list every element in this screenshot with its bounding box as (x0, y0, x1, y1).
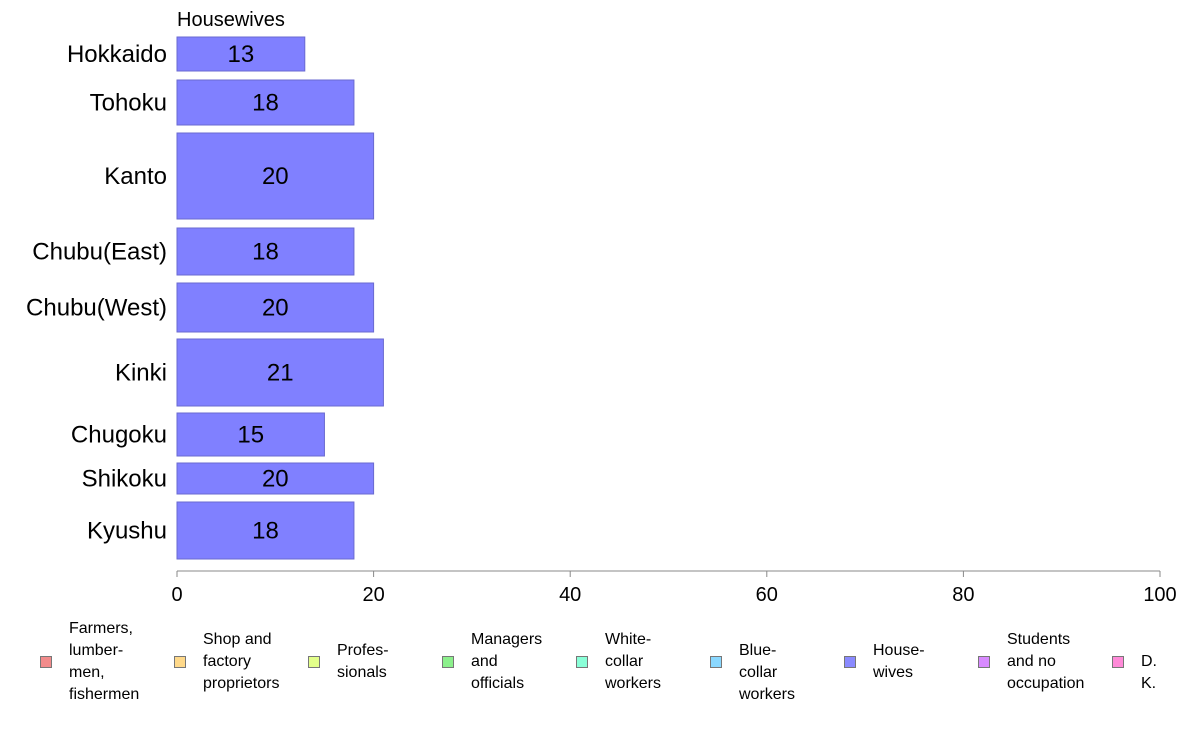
legend-swatch (576, 656, 588, 668)
bar-value-label: 20 (262, 163, 289, 190)
x-tick-label: 100 (1143, 584, 1176, 606)
bar (176, 412, 325, 457)
legend-swatch (1112, 656, 1124, 668)
bar (176, 132, 375, 220)
bar-value-label: 20 (262, 466, 289, 493)
x-tick-label: 80 (952, 584, 974, 606)
bar-value-label: 15 (237, 422, 264, 449)
bar-value-label: 18 (252, 90, 279, 117)
category-label: Kinki (115, 360, 167, 387)
category-label: Kyushu (87, 518, 167, 545)
x-axis: 0 20 40 60 80 100 (171, 570, 1177, 606)
legend-label: Farmers, lumber- men, fishermen (69, 620, 140, 703)
bars-group: Hokkaido 13 Tohoku 18 Kanto 20 Chubu(East) 18 Ch… (26, 36, 384, 560)
legend-swatch (978, 656, 990, 668)
legend-label: Profes- sionals (337, 642, 389, 681)
bar (176, 501, 355, 560)
bar (176, 462, 375, 495)
bar-value-label: 18 (252, 239, 279, 266)
legend-label: D. K. (1141, 653, 1157, 692)
bar-value-label: 20 (262, 295, 289, 322)
chart-title: Housewives (177, 9, 285, 31)
legend-label: Students and no occupation (1007, 631, 1085, 692)
legend-label: Shop and factory proprietors (203, 631, 280, 692)
legend-label: Blue-collar workers (739, 642, 796, 703)
legend: Farmers, lumber- men, fishermen Shop and … (0, 618, 1188, 728)
bar-value-label: 13 (228, 41, 255, 68)
legend-swatch (844, 656, 856, 668)
legend-label: House- wives (873, 642, 925, 681)
x-tick-label: 0 (171, 584, 182, 606)
legend-swatch (40, 656, 52, 668)
x-tick-label: 20 (362, 584, 384, 606)
legend-swatch (442, 656, 454, 668)
bar (176, 338, 384, 407)
category-label: Chubu(East) (32, 239, 167, 266)
legend-label: Managers and officials (471, 631, 543, 692)
category-label: Shikoku (82, 466, 167, 493)
bar-value-label: 21 (267, 360, 294, 387)
legend-label: White- collar workers (605, 631, 662, 692)
legend-swatch (308, 656, 320, 668)
x-tick-label: 60 (756, 584, 778, 606)
bar-chart: Housewives Hokkaido 13 Tohoku 18 Kanto 20 Chub… (26, 9, 1177, 606)
category-label: Chugoku (71, 422, 167, 449)
category-label: Tohoku (90, 90, 167, 117)
bar-value-label: 18 (252, 518, 279, 545)
category-label: Chubu(West) (26, 295, 167, 322)
bar (176, 282, 375, 333)
legend-swatch (710, 656, 722, 668)
x-tick-label: 40 (559, 584, 581, 606)
bar (176, 227, 355, 276)
bar (176, 79, 355, 126)
category-label: Kanto (104, 163, 167, 190)
category-label: Hokkaido (67, 41, 167, 68)
legend-swatch (174, 656, 186, 668)
bar (176, 36, 306, 72)
